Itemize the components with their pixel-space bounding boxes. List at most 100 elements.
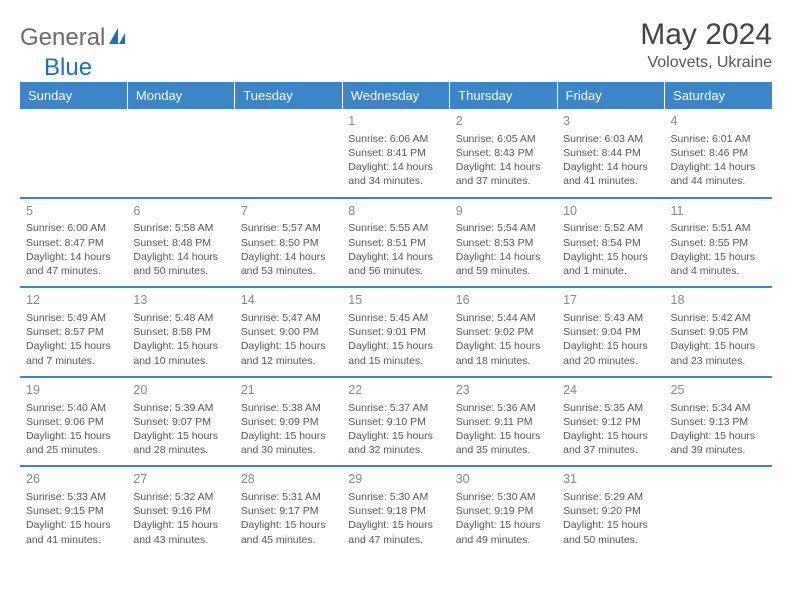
- sunrise-text: Sunrise: 5:37 AM: [348, 401, 443, 415]
- sunset-text: Sunset: 8:57 PM: [26, 325, 121, 339]
- sunrise-text: Sunrise: 5:44 AM: [456, 311, 551, 325]
- weekday-header: Tuesday: [235, 82, 342, 109]
- sunset-text: Sunset: 9:15 PM: [26, 504, 121, 518]
- sunrise-text: Sunrise: 6:05 AM: [456, 132, 551, 146]
- calendar-cell: 24Sunrise: 5:35 AMSunset: 9:12 PMDayligh…: [557, 377, 664, 467]
- calendar-cell: 17Sunrise: 5:43 AMSunset: 9:04 PMDayligh…: [557, 287, 664, 377]
- day-number: 24: [563, 382, 658, 399]
- day-number: 6: [133, 203, 228, 220]
- day-number: 3: [563, 113, 658, 130]
- daylight-text: Daylight: 15 hours: [563, 339, 658, 353]
- sunrise-text: Sunrise: 5:58 AM: [133, 221, 228, 235]
- daylight-text: and 28 minutes.: [133, 443, 228, 457]
- day-number: 17: [563, 292, 658, 309]
- day-number: 7: [241, 203, 336, 220]
- daylight-text: Daylight: 14 hours: [241, 250, 336, 264]
- sunrise-text: Sunrise: 5:54 AM: [456, 221, 551, 235]
- day-number: 14: [241, 292, 336, 309]
- sunrise-text: Sunrise: 5:33 AM: [26, 490, 121, 504]
- daylight-text: Daylight: 15 hours: [456, 339, 551, 353]
- daylight-text: Daylight: 14 hours: [671, 160, 766, 174]
- sunrise-text: Sunrise: 5:32 AM: [133, 490, 228, 504]
- sunset-text: Sunset: 9:19 PM: [456, 504, 551, 518]
- sunrise-text: Sunrise: 6:03 AM: [563, 132, 658, 146]
- calendar-cell: 14 Sunrise: 5:47 AMSunset: 9:00 PMDayligh…: [235, 287, 342, 377]
- daylight-text: Daylight: 15 hours: [241, 429, 336, 443]
- daylight-text: Daylight: 14 hours: [563, 160, 658, 174]
- sunset-text: Sunset: 8:51 PM: [348, 236, 443, 250]
- sunset-text: Sunset: 9:18 PM: [348, 504, 443, 518]
- daylight-text: and 15 minutes.: [348, 354, 443, 368]
- sunset-text: Sunset: 8:54 PM: [563, 236, 658, 250]
- day-number: 16: [456, 292, 551, 309]
- daylight-text: and 35 minutes.: [456, 443, 551, 457]
- daylight-text: Daylight: 14 hours: [348, 160, 443, 174]
- daylight-text: and 32 minutes.: [348, 443, 443, 457]
- sunset-text: Sunset: 9:00 PM: [241, 325, 336, 339]
- sunrise-text: Sunrise: 5:52 AM: [563, 221, 658, 235]
- weekday-header: Friday: [557, 82, 664, 109]
- daylight-text: Daylight: 15 hours: [133, 339, 228, 353]
- calendar-cell: 18Sunrise: 5:42 AMSunset: 9:05 PMDayligh…: [665, 287, 772, 377]
- daylight-text: and 7 minutes.: [26, 354, 121, 368]
- sunrise-text: Sunrise: 5:38 AM: [241, 401, 336, 415]
- daylight-text: Daylight: 15 hours: [133, 518, 228, 532]
- calendar-body: 1Sunrise: 6:06 AMSunset: 8:41 PMDaylight…: [20, 109, 772, 555]
- calendar-cell: [20, 109, 127, 198]
- day-number: 9: [456, 203, 551, 220]
- sunset-text: Sunset: 8:55 PM: [671, 236, 766, 250]
- sunset-text: Sunset: 9:16 PM: [133, 504, 228, 518]
- daylight-text: and 41 minutes.: [26, 533, 121, 547]
- daylight-text: and 12 minutes.: [241, 354, 336, 368]
- calendar-row: 1Sunrise: 6:06 AMSunset: 8:41 PMDaylight…: [20, 109, 772, 198]
- sunset-text: Sunset: 9:09 PM: [241, 415, 336, 429]
- calendar-cell: 16Sunrise: 5:44 AMSunset: 9:02 PMDayligh…: [450, 287, 557, 377]
- day-number: 22: [348, 382, 443, 399]
- calendar-cell: 3Sunrise: 6:03 AMSunset: 8:44 PMDaylight…: [557, 109, 664, 198]
- daylight-text: Daylight: 14 hours: [456, 250, 551, 264]
- daylight-text: and 50 minutes.: [133, 264, 228, 278]
- daylight-text: Daylight: 15 hours: [241, 518, 336, 532]
- sunrise-text: Sunrise: 5:34 AM: [671, 401, 766, 415]
- daylight-text: Daylight: 15 hours: [26, 518, 121, 532]
- calendar-cell: 27 Sunrise: 5:32 AMSunset: 9:16 PMDayligh…: [127, 466, 234, 555]
- calendar-cell: 29Sunrise: 5:30 AMSunset: 9:18 PMDayligh…: [342, 466, 449, 555]
- daylight-text: and 34 minutes.: [348, 174, 443, 188]
- sunrise-text: Sunrise: 5:42 AM: [671, 311, 766, 325]
- daylight-text: and 37 minutes.: [456, 174, 551, 188]
- daylight-text: and 56 minutes.: [348, 264, 443, 278]
- day-number: 27: [133, 471, 228, 488]
- sunrise-text: Sunrise: 5:47 AM: [241, 311, 336, 325]
- calendar-cell: 5Sunrise: 6:00 AMSunset: 8:47 PMDaylight…: [20, 198, 127, 288]
- daylight-text: Daylight: 14 hours: [456, 160, 551, 174]
- daylight-text: and 45 minutes.: [241, 533, 336, 547]
- day-number: 4: [671, 113, 766, 130]
- daylight-text: Daylight: 14 hours: [348, 250, 443, 264]
- calendar-cell: 31Sunrise: 5:29 AMSunset: 9:20 PMDayligh…: [557, 466, 664, 555]
- daylight-text: Daylight: 15 hours: [26, 429, 121, 443]
- daylight-text: Daylight: 15 hours: [563, 250, 658, 264]
- daylight-text: Daylight: 15 hours: [241, 339, 336, 353]
- day-number: 20: [133, 382, 228, 399]
- daylight-text: and 47 minutes.: [348, 533, 443, 547]
- daylight-text: and 44 minutes.: [671, 174, 766, 188]
- sunset-text: Sunset: 8:58 PM: [133, 325, 228, 339]
- daylight-text: and 41 minutes.: [563, 174, 658, 188]
- sunset-text: Sunset: 9:06 PM: [26, 415, 121, 429]
- daylight-text: and 4 minutes.: [671, 264, 766, 278]
- daylight-text: Daylight: 15 hours: [563, 429, 658, 443]
- sunset-text: Sunset: 9:12 PM: [563, 415, 658, 429]
- daylight-text: Daylight: 15 hours: [671, 250, 766, 264]
- sunset-text: Sunset: 9:01 PM: [348, 325, 443, 339]
- weekday-header: Thursday: [450, 82, 557, 109]
- daylight-text: Daylight: 14 hours: [133, 250, 228, 264]
- day-number: 26: [26, 471, 121, 488]
- sunset-text: Sunset: 9:11 PM: [456, 415, 551, 429]
- daylight-text: Daylight: 15 hours: [671, 339, 766, 353]
- day-number: 28: [241, 471, 336, 488]
- weekday-header: Wednesday: [342, 82, 449, 109]
- day-number: 13: [133, 292, 228, 309]
- sail-icon: [107, 26, 129, 51]
- daylight-text: and 39 minutes.: [671, 443, 766, 457]
- daylight-text: and 30 minutes.: [241, 443, 336, 457]
